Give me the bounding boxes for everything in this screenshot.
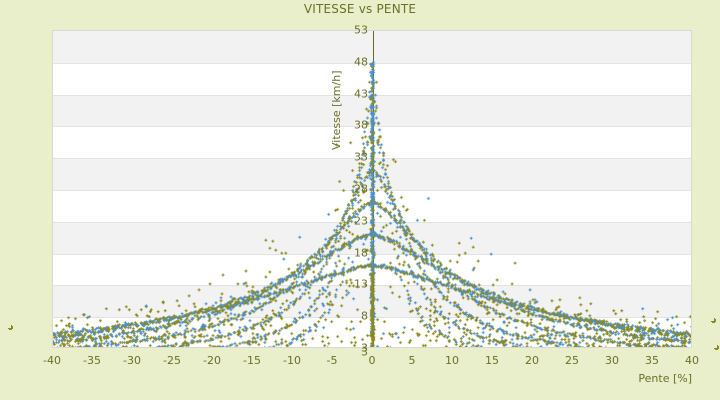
x-tick-label: -35 [83,354,101,367]
outlier-point [8,325,11,328]
y-tick-label: 33 [354,150,368,164]
scatter-points [53,31,691,347]
x-tick-label: -20 [203,354,221,367]
y-tick-label: 53 [354,23,368,37]
x-tick-label: 20 [525,354,539,367]
plot-area [52,30,692,348]
x-tick-label: -30 [123,354,141,367]
y-tick-label: 18 [354,246,368,260]
x-tick-label: 30 [605,354,619,367]
x-tick-label: 10 [445,354,459,367]
page-title: VITESSE vs PENTE [303,2,417,16]
x-tick-label: 35 [645,354,659,367]
y-tick-label: 3 [361,341,368,355]
y-tick-label: 38 [354,118,368,132]
y-tick-label: 43 [354,87,368,101]
y-tick-label: 28 [354,182,368,196]
y-tick-label: 8 [361,309,368,323]
x-tick-label: -5 [326,354,338,367]
x-tick-label: -40 [43,354,61,367]
x-axis-title: Pente [%] [638,372,692,385]
x-tick-label: -10 [283,354,301,367]
x-tick-label: -15 [243,354,261,367]
x-tick-label: 15 [485,354,499,367]
x-tick-label: 25 [565,354,579,367]
y-tick-label: 13 [354,277,368,291]
x-tick-label: 40 [685,354,699,367]
outlier-point [714,345,717,348]
x-tick-label: 0 [368,354,376,367]
y-axis-title: Vitesse [km/h] [330,70,343,151]
y-tick-label: 23 [354,214,368,228]
x-tick-label: -25 [163,354,181,367]
y-tick-label: 3 [361,345,368,359]
y-tick-label: 48 [354,55,368,69]
x-tick-label: 5 [408,354,416,367]
outlier-point [711,318,714,321]
